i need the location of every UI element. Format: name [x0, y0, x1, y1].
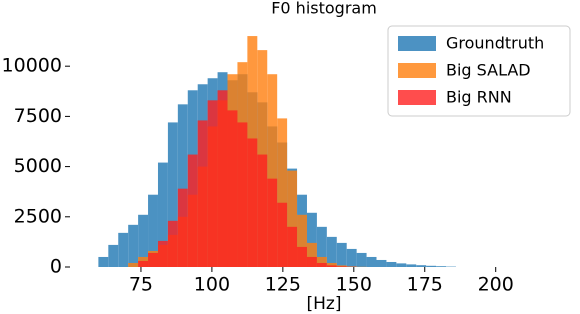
- bar: [98, 256, 109, 267]
- x-tick-label: 75: [129, 274, 153, 296]
- bar: [177, 104, 188, 267]
- bar: [316, 256, 327, 267]
- bar: [366, 256, 377, 267]
- y-tick-label: 10000: [2, 55, 62, 77]
- series: [138, 90, 357, 268]
- x-tick-label: 200: [478, 274, 514, 296]
- y-tick-label: 0: [50, 256, 62, 278]
- bar: [247, 138, 258, 267]
- bar: [297, 246, 307, 267]
- bar: [167, 122, 178, 267]
- bar: [406, 264, 417, 267]
- legend-label: Groundtruth: [446, 34, 544, 53]
- bar: [138, 214, 149, 267]
- bar: [287, 170, 298, 267]
- bar: [297, 214, 307, 267]
- bar: [306, 212, 317, 267]
- bar: [157, 162, 168, 267]
- y-tick-label: 5000: [14, 155, 62, 177]
- bar: [316, 262, 327, 267]
- bar: [157, 240, 168, 267]
- bar: [128, 262, 139, 267]
- bar: [386, 261, 397, 267]
- x-tick-label: 125: [265, 274, 301, 296]
- bar: [277, 202, 288, 267]
- legend-swatch: [398, 63, 436, 78]
- chart-title: F0 histogram: [271, 0, 377, 18]
- bar: [416, 265, 427, 267]
- y-tick-label: 7500: [14, 105, 62, 127]
- bar: [217, 90, 228, 268]
- bar: [148, 194, 158, 267]
- x-tick-label: 150: [336, 274, 372, 296]
- bar: [237, 122, 248, 267]
- bar: [177, 188, 188, 267]
- bar: [316, 226, 327, 267]
- bar: [277, 118, 288, 267]
- bar: [306, 256, 317, 267]
- y-tick-label: 2500: [14, 205, 62, 227]
- bar: [396, 263, 407, 267]
- bar: [287, 226, 298, 267]
- bar: [118, 232, 129, 267]
- bar: [257, 154, 268, 267]
- bar: [167, 220, 178, 267]
- bar: [336, 265, 347, 267]
- bar: [207, 100, 218, 268]
- x-tick-label: 100: [194, 274, 230, 296]
- bar: [267, 74, 278, 267]
- bar: [227, 110, 238, 268]
- legend-swatch: [398, 90, 436, 105]
- bar: [346, 248, 357, 267]
- bar: [336, 266, 347, 267]
- bar: [128, 224, 139, 267]
- legend-label: Big SALAD: [446, 61, 531, 80]
- bar: [346, 266, 357, 267]
- bar: [187, 154, 198, 267]
- bar: [148, 252, 158, 267]
- bar: [336, 242, 347, 267]
- bar: [376, 259, 387, 267]
- bar: [326, 265, 337, 267]
- legend-label: Big RNN: [446, 88, 512, 107]
- bar: [426, 265, 437, 267]
- bar: [436, 266, 447, 267]
- x-axis-label: [Hz]: [307, 294, 342, 314]
- bar: [326, 236, 337, 267]
- bar: [138, 260, 149, 267]
- x-tick-label: 175: [407, 274, 443, 296]
- bar: [356, 252, 367, 267]
- bar: [197, 120, 208, 268]
- bar: [267, 178, 278, 267]
- bar: [108, 244, 119, 267]
- bar: [306, 242, 317, 267]
- bar: [326, 262, 337, 267]
- legend-swatch: [398, 36, 436, 51]
